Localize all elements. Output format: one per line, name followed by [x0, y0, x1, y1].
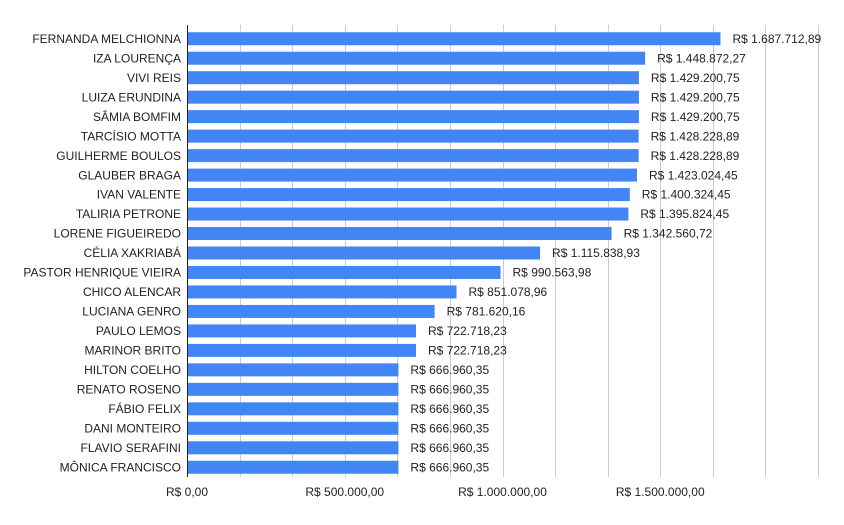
bar	[188, 265, 501, 279]
bar	[188, 129, 639, 143]
bar	[188, 149, 639, 163]
category-label: PASTOR HENRIQUE VIEIRA	[23, 266, 181, 280]
data-label: R$ 666.960,35	[410, 460, 489, 474]
data-label: R$ 1.429.200,75	[651, 71, 740, 85]
bar	[188, 460, 399, 474]
data-label: R$ 722.718,23	[428, 344, 507, 358]
category-label: CÉLIA XAKRIABÁ	[84, 245, 181, 260]
bars	[188, 32, 721, 474]
bar	[188, 324, 417, 338]
category-label: DANI MONTEIRO	[84, 421, 181, 435]
data-label: R$ 666.960,35	[410, 383, 489, 397]
bar	[188, 421, 399, 435]
data-label: R$ 666.960,35	[410, 421, 489, 435]
bar	[188, 363, 399, 377]
data-label: R$ 1.429.200,75	[651, 90, 740, 104]
category-label: FLAVIO SERAFINI	[81, 441, 181, 455]
category-label: LUIZA ERUNDINA	[82, 90, 181, 104]
bar	[188, 227, 612, 241]
data-label: R$ 666.960,35	[410, 441, 489, 455]
category-label: HILTON COELHO	[84, 363, 181, 377]
category-label: RENATO ROSENO	[77, 383, 181, 397]
category-label: PAULO LEMOS	[96, 324, 181, 338]
data-label: R$ 1.423.024,45	[649, 168, 738, 182]
data-label: R$ 851.078,96	[469, 285, 548, 299]
category-labels: FERNANDA MELCHIONNA IZA LOURENÇA VIVI REIS…	[23, 32, 181, 475]
data-label: R$ 990.563,98	[513, 266, 592, 280]
data-label: R$ 666.960,35	[410, 363, 489, 377]
data-label: R$ 666.960,35	[410, 402, 489, 416]
data-label: R$ 1.395.824,45	[640, 207, 729, 221]
category-label: CHICO ALENCAR	[83, 285, 181, 299]
bar	[188, 71, 639, 85]
x-tick-label: R$ 500.000,00	[305, 485, 384, 499]
data-label: R$ 722.718,23	[428, 324, 507, 338]
bar	[188, 168, 637, 182]
data-label: R$ 1.428.228,89	[651, 149, 740, 163]
category-label: GUILHERME BOULOS	[56, 149, 181, 163]
bar	[188, 32, 721, 46]
category-label: MARINOR BRITO	[85, 344, 181, 358]
data-label: R$ 1.687.712,89	[732, 32, 821, 46]
data-label: R$ 1.429.200,75	[651, 110, 740, 124]
data-labels: R$ 1.687.712,89 R$ 1.448.872,27 R$ 1.429.2…	[410, 32, 821, 475]
category-label: GLAUBER BRAGA	[78, 168, 181, 182]
category-label: TALIRIA PETRONE	[76, 207, 181, 221]
bar	[188, 441, 399, 455]
bar	[188, 343, 417, 357]
category-label: SÂMIA BOMFIM	[93, 109, 181, 124]
data-label: R$ 781.620,16	[447, 305, 526, 319]
x-axis-tick-labels: R$ 0,00 R$ 500.000,00 R$ 1.000.000,00 R$ 1.…	[166, 485, 705, 499]
bar	[188, 285, 457, 299]
bar	[188, 188, 630, 202]
category-label: MÔNICA FRANCISCO	[60, 459, 181, 474]
bar	[188, 207, 629, 221]
category-label: LUCIANA GENRO	[82, 305, 181, 319]
category-label: VIVI REIS	[127, 71, 181, 85]
data-label: R$ 1.428.228,89	[651, 129, 740, 143]
data-label: R$ 1.448.872,27	[657, 51, 746, 65]
data-label: R$ 1.342.560,72	[624, 227, 713, 241]
x-tick-label: R$ 1.000.000,00	[458, 485, 547, 499]
data-label: R$ 1.115.838,93	[552, 246, 640, 260]
category-label: LORENE FIGUEIREDO	[54, 227, 181, 241]
x-tick-label: R$ 1.500.000,00	[616, 485, 705, 499]
data-label: R$ 1.400.324,45	[642, 188, 731, 202]
bar	[188, 304, 435, 318]
x-tick-label: R$ 0,00	[166, 485, 208, 499]
bar	[188, 382, 399, 396]
bar	[188, 246, 541, 260]
category-label: FERNANDA MELCHIONNA	[32, 32, 181, 46]
category-label: IZA LOURENÇA	[93, 51, 181, 65]
bar	[188, 110, 639, 124]
category-label: TARCÍSIO MOTTA	[81, 128, 181, 143]
bar	[188, 90, 639, 104]
bar	[188, 402, 399, 416]
category-label: IVAN VALENTE	[97, 188, 181, 202]
category-label: FÁBIO FELIX	[108, 401, 181, 416]
bar	[188, 51, 646, 65]
